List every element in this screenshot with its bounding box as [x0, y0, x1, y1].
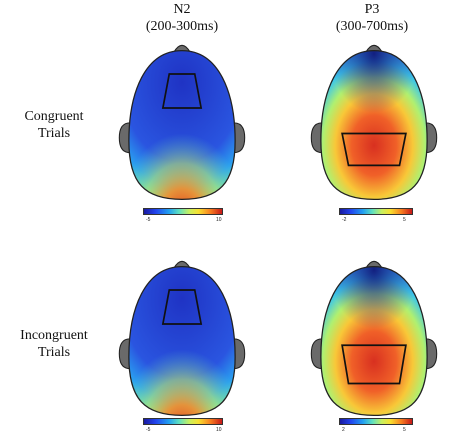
scale-max-label: 10: [216, 217, 222, 223]
right-ear: [425, 338, 438, 370]
color-scale-p3-congruent: [339, 208, 413, 215]
column-time-window: (200-300ms): [145, 19, 219, 34]
left-ear: [310, 122, 323, 154]
column-header-n2: N2 (200-300ms): [122, 1, 242, 35]
row-label-line: Congruent: [24, 109, 84, 124]
topomap-p3-congruent: [310, 44, 438, 201]
row-label-incongruent: Incongruent Trials: [4, 327, 104, 361]
right-ear: [233, 122, 246, 154]
right-ear: [233, 338, 246, 370]
roi-box: [341, 344, 407, 385]
scale-min-label: 2: [342, 427, 345, 433]
roi-box: [161, 73, 203, 109]
column-time-window: (300-700ms): [335, 19, 409, 34]
color-scale-p3-incongruent: [339, 418, 413, 425]
head-outline: [128, 49, 236, 201]
row-label-congruent: Congruent Trials: [4, 108, 104, 142]
scale-min-label: -2: [342, 217, 347, 223]
scale-max-label: 5: [403, 427, 406, 433]
topomap-p3-incongruent: [310, 260, 438, 417]
scale-max-label: 10: [216, 427, 222, 433]
head-outline: [320, 265, 428, 417]
row-label-line: Trials: [37, 126, 71, 141]
column-title: N2: [173, 2, 191, 17]
left-ear: [118, 338, 131, 370]
left-ear: [118, 122, 131, 154]
topomap-n2-incongruent: [118, 260, 246, 417]
row-label-line: Incongruent: [20, 328, 88, 343]
color-scale-n2-congruent: [143, 208, 223, 215]
scale-max-label: 5: [403, 217, 406, 223]
scale-min-label: -5: [146, 427, 151, 433]
head-outline: [320, 49, 428, 201]
color-scale-n2-incongruent: [143, 418, 223, 425]
scale-min-label: -5: [146, 217, 151, 223]
left-ear: [310, 338, 323, 370]
head-outline: [128, 265, 236, 417]
column-header-p3: P3 (300-700ms): [312, 1, 432, 35]
row-label-line: Trials: [37, 345, 71, 360]
roi-box: [161, 289, 203, 325]
topomap-n2-congruent: [118, 44, 246, 201]
roi-box: [341, 132, 407, 167]
right-ear: [425, 122, 438, 154]
column-title: P3: [364, 2, 380, 17]
